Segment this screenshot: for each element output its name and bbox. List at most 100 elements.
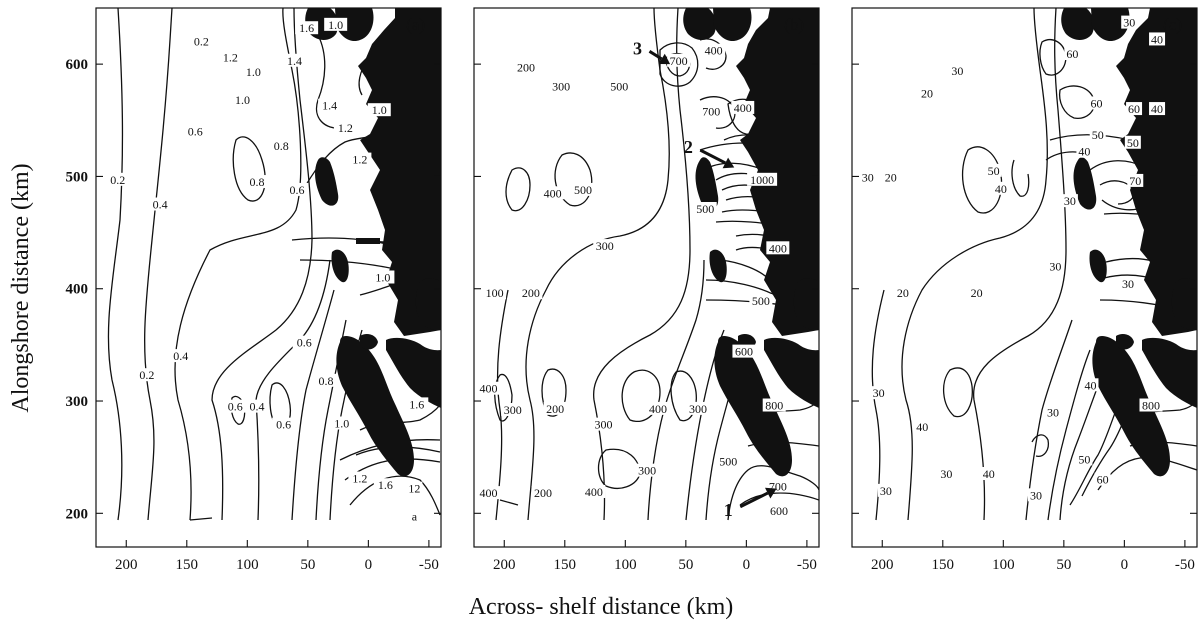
contour-label: 40 <box>1151 102 1163 116</box>
contour-label-bg <box>477 486 501 500</box>
contour-line <box>1059 369 1105 521</box>
contour-label: 0.6 <box>289 183 304 197</box>
contour-label: 500 <box>610 80 628 94</box>
contour-line <box>1039 39 1067 76</box>
contour-label-bg <box>592 417 616 431</box>
plot-frame <box>95 7 442 548</box>
contour-label: 0.2 <box>110 173 125 187</box>
contour-label: 1.0 <box>334 416 349 430</box>
contour-label-bg <box>348 152 372 166</box>
x-tick-label: 200 <box>115 557 138 573</box>
contour-label: 1.4 <box>287 54 302 68</box>
contour-label-bg <box>1088 96 1105 110</box>
contour-label: 1000 <box>750 173 774 187</box>
contour-label: 50 <box>1078 452 1090 466</box>
contour-label: 30 <box>873 386 885 400</box>
contour-label-bg <box>1044 405 1061 419</box>
contour-line <box>1031 434 1050 457</box>
x-tick-label: 200 <box>871 557 894 573</box>
land-c <box>1061 8 1197 477</box>
land-mass <box>695 157 719 210</box>
contour-line <box>499 499 519 506</box>
contour-label-bg <box>667 53 691 67</box>
contour-label-bg <box>1089 127 1106 141</box>
y-tick-label: 300 <box>66 394 89 410</box>
contour-line <box>699 38 727 70</box>
x-axis-title: Across- shelf distance (km) <box>469 594 734 620</box>
x-tick-label: 100 <box>614 557 637 573</box>
contour-line <box>621 369 661 422</box>
land-mass <box>335 8 374 42</box>
contour-label: 70 <box>1129 174 1141 188</box>
contour-line <box>291 289 335 521</box>
contour-label-bg <box>135 368 159 382</box>
arrow-marker-label: 1 <box>724 500 733 520</box>
contour-label-bg <box>1094 472 1111 486</box>
contour-line <box>107 8 124 521</box>
contour-label-bg <box>646 401 670 415</box>
contour-label-bg <box>882 170 899 184</box>
contour-label: 300 <box>638 464 656 478</box>
contour-label: 30 <box>1064 194 1076 208</box>
contour-label: 30 <box>951 64 963 78</box>
contour-line <box>230 395 246 425</box>
contour-label-bg <box>593 239 617 253</box>
contour-label: 500 <box>752 294 770 308</box>
contour-line <box>961 146 1003 214</box>
contour-label: 400 <box>480 486 498 500</box>
contour-label: 500 <box>696 202 714 216</box>
contour-label: 0.4 <box>250 400 265 414</box>
contour-label-bg <box>169 349 193 363</box>
contour-label-bg <box>985 163 1002 177</box>
contour-line <box>144 8 173 521</box>
contour-labels-a: 0.2 1.2 1.0 1.6 1.0 1.4 1.0 1.4 1.0 1.2 0.6 0.8 1.2 0… <box>106 17 429 524</box>
land-mass <box>709 249 727 283</box>
contour-label-bg <box>1076 452 1093 466</box>
contour-label-bg <box>731 100 755 114</box>
contour-label-bg <box>285 182 309 196</box>
contour-label: 30 <box>1122 277 1134 291</box>
contour-label-bg <box>919 86 936 100</box>
contour-label: 700 <box>670 54 688 68</box>
contour-label-bg <box>269 139 293 153</box>
contour-label-bg <box>148 197 172 211</box>
contour-label-bg <box>1120 277 1136 291</box>
contour-line <box>943 367 973 418</box>
contour-label-bg <box>189 34 213 48</box>
land-mass <box>1091 8 1130 42</box>
arrow-head <box>722 157 735 169</box>
contour-label: 800 <box>765 399 783 413</box>
contour-label: 1.0 <box>246 65 261 79</box>
panel-a: 0.2 1.2 1.0 1.6 1.0 1.4 1.0 1.4 1.0 1.2 0.6 0.8 1.2 0… <box>66 7 442 573</box>
contour-label: 40 <box>1084 378 1096 392</box>
contour-label: 500 <box>719 455 737 469</box>
contour-label: 1.2 <box>352 153 367 167</box>
contour-label-bg <box>406 481 423 495</box>
contour-label-bg <box>766 241 790 255</box>
contour-label-bg <box>283 53 307 67</box>
contour-label-bg <box>938 467 955 481</box>
x-tick-label: 100 <box>992 557 1015 573</box>
contour-label: 20 <box>971 286 983 300</box>
x-tick-label: 100 <box>236 557 259 573</box>
land-mass <box>1116 8 1197 336</box>
contour-label: 300 <box>504 403 522 417</box>
contour-line <box>174 8 302 521</box>
land-mass <box>315 157 339 206</box>
contour-line <box>719 259 771 281</box>
contour-line <box>1047 349 1091 521</box>
contour-label: 12 <box>408 482 420 496</box>
land-mass <box>714 336 792 477</box>
contour-labels-b: 200 300 500 700 400 700 400 1000 400 500 500 300 400… <box>477 43 791 518</box>
contour-label-bg <box>218 50 242 64</box>
contour-label: 0.6 <box>228 400 243 414</box>
contour-label: 400 <box>544 186 562 200</box>
contour-label: 400 <box>649 402 667 416</box>
y-tick-label: 400 <box>66 282 89 298</box>
contour-line <box>659 42 699 87</box>
contour-label-bg <box>693 202 717 216</box>
arrow-marker-label: 3 <box>633 38 642 58</box>
contour-label: 50 <box>1092 128 1104 142</box>
